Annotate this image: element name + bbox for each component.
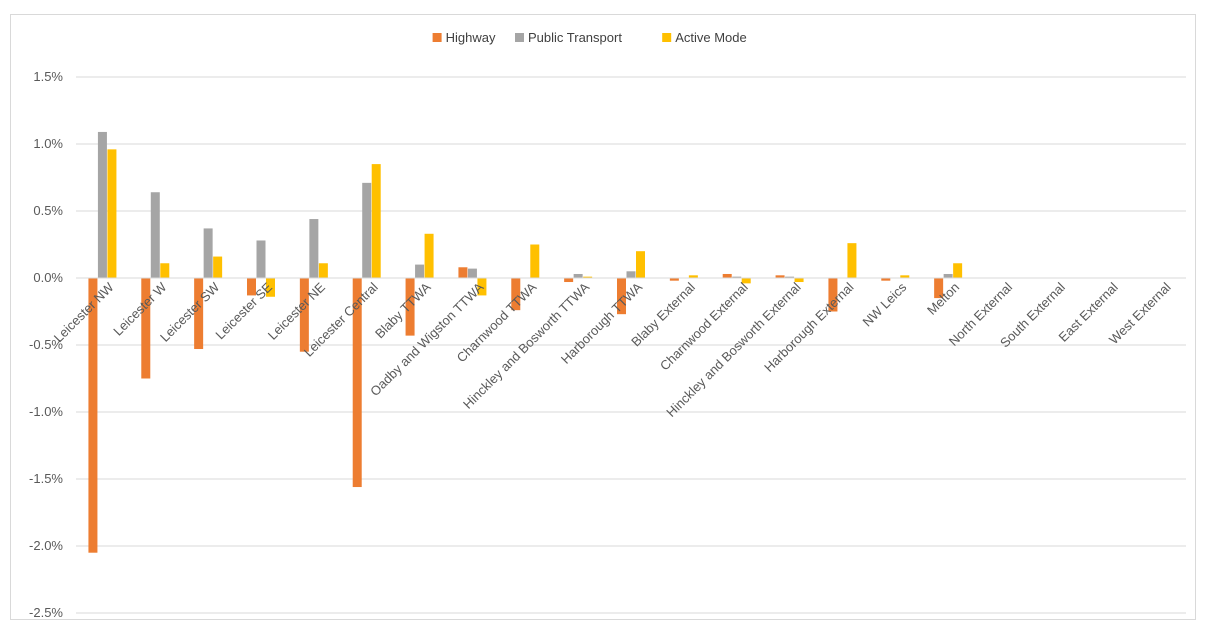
y-tick-label: 1.5%	[33, 69, 63, 84]
bar-highway-harborough-ttwa	[617, 278, 626, 315]
bar-active-mode-harborough-external	[847, 243, 857, 278]
legend-label-public-transport: Public Transport	[528, 30, 622, 45]
y-tick-label: -2.5%	[29, 605, 63, 620]
bar-active-mode-leicester-central	[371, 164, 381, 278]
bar-highway-hinckley-and-bosworth-external	[775, 275, 785, 278]
bar-highway-blaby-ttwa	[405, 278, 415, 336]
y-tick-label: 1.0%	[33, 136, 63, 151]
bar-public-transport-leicester-w	[150, 192, 160, 278]
category-label: NW Leics	[859, 279, 909, 329]
bar-public-transport-blaby-ttwa	[415, 264, 425, 278]
category-label: Melton	[924, 280, 962, 318]
legend-swatch-public-transport	[515, 33, 524, 42]
bar-highway-leicester-nw	[88, 278, 98, 553]
legend-label-active-mode: Active Mode	[675, 30, 747, 45]
bar-highway-leicester-ne	[299, 278, 309, 352]
bar-active-mode-leicester-nw	[107, 149, 117, 278]
bar-highway-blaby-external	[669, 278, 679, 281]
y-tick-label: 0.0%	[33, 270, 63, 285]
legend-label-highway: Highway	[446, 30, 496, 45]
bar-active-mode-leicester-sw	[213, 256, 223, 278]
y-tick-label: 0.5%	[33, 203, 63, 218]
bar-highway-nw-leics	[881, 278, 891, 281]
legend: Highway Public Transport Active Mode	[432, 30, 747, 45]
category-label: Leicester NW	[51, 279, 117, 345]
bar-public-transport-leicester-nw	[97, 131, 107, 278]
bar-highway-leicester-central	[352, 278, 362, 488]
bar-active-mode-melton	[953, 263, 963, 278]
gridlines	[76, 76, 1186, 614]
bar-active-mode-nw-leics	[900, 275, 910, 278]
y-axis-ticks: 1.5% 1.0% 0.5% 0.0% -0.5% -1.0% -1.5% -2.0% -2.5…	[29, 69, 63, 620]
bar-active-mode-blaby-external	[688, 275, 698, 278]
bar-highway-leicester-sw	[194, 278, 204, 350]
bar-active-mode-hinckley-and-bosworth-ttwa	[583, 276, 593, 278]
chart-frame	[10, 14, 1196, 620]
bar-active-mode-leicester-se	[266, 278, 275, 297]
bar-highway-melton	[934, 278, 944, 299]
bar-highway-oadby-and-wigston-ttwa	[458, 267, 468, 278]
legend-swatch-highway	[432, 33, 442, 42]
bar-public-transport-leicester-ne	[309, 219, 319, 278]
bar-public-transport-melton	[943, 273, 953, 278]
y-tick-label: -2.0%	[29, 538, 63, 553]
bar-public-transport-leicester-central	[362, 182, 372, 278]
bar-public-transport-oadby-and-wigston-ttwa	[467, 268, 477, 278]
bar-active-mode-charnwood-external	[741, 278, 751, 284]
bar-public-transport-harborough-ttwa	[626, 271, 636, 278]
bar-highway-leicester-se	[247, 278, 256, 296]
bar-public-transport-leicester-se	[256, 240, 266, 278]
legend-swatch-active-mode	[662, 33, 672, 42]
bar-active-mode-leicester-w	[160, 263, 170, 278]
bar-active-mode-blaby-ttwa	[424, 233, 434, 278]
category-label: Harborough External	[761, 279, 857, 375]
bar-highway-leicester-w	[141, 278, 151, 379]
bar-active-mode-leicester-ne	[318, 263, 328, 278]
bars	[76, 131, 1186, 553]
bar-highway-charnwood-external	[722, 273, 732, 278]
bar-public-transport-charnwood-external	[732, 276, 742, 278]
bar-highway-hinckley-and-bosworth-ttwa	[564, 278, 574, 283]
bar-active-mode-harborough-ttwa	[636, 251, 645, 278]
y-tick-label: -0.5%	[29, 337, 63, 352]
bar-highway-harborough-external	[828, 278, 838, 312]
bar-active-mode-charnwood-ttwa	[530, 244, 540, 278]
bar-active-mode-oadby-and-wigston-ttwa	[477, 278, 487, 296]
bar-active-mode-hinckley-and-bosworth-external	[794, 278, 804, 283]
bar-public-transport-hinckley-and-bosworth-ttwa	[573, 273, 583, 278]
bar-public-transport-leicester-sw	[203, 228, 213, 278]
y-tick-label: -1.0%	[29, 404, 63, 419]
bar-highway-charnwood-ttwa	[511, 278, 521, 311]
bar-public-transport-hinckley-and-bosworth-external	[785, 276, 795, 278]
category-label: Charnwood External	[657, 279, 751, 373]
y-tick-label: -1.5%	[29, 471, 63, 486]
